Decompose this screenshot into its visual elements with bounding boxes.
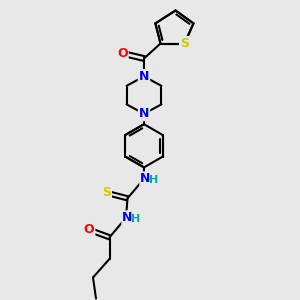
Text: O: O [84,223,94,236]
Text: S: S [180,37,189,50]
Text: H: H [131,214,140,224]
Text: N: N [122,211,133,224]
Text: N: N [139,70,149,83]
Text: O: O [117,47,128,60]
Text: H: H [149,175,158,185]
Text: S: S [102,186,111,200]
Text: N: N [139,107,149,120]
Text: N: N [140,172,151,185]
